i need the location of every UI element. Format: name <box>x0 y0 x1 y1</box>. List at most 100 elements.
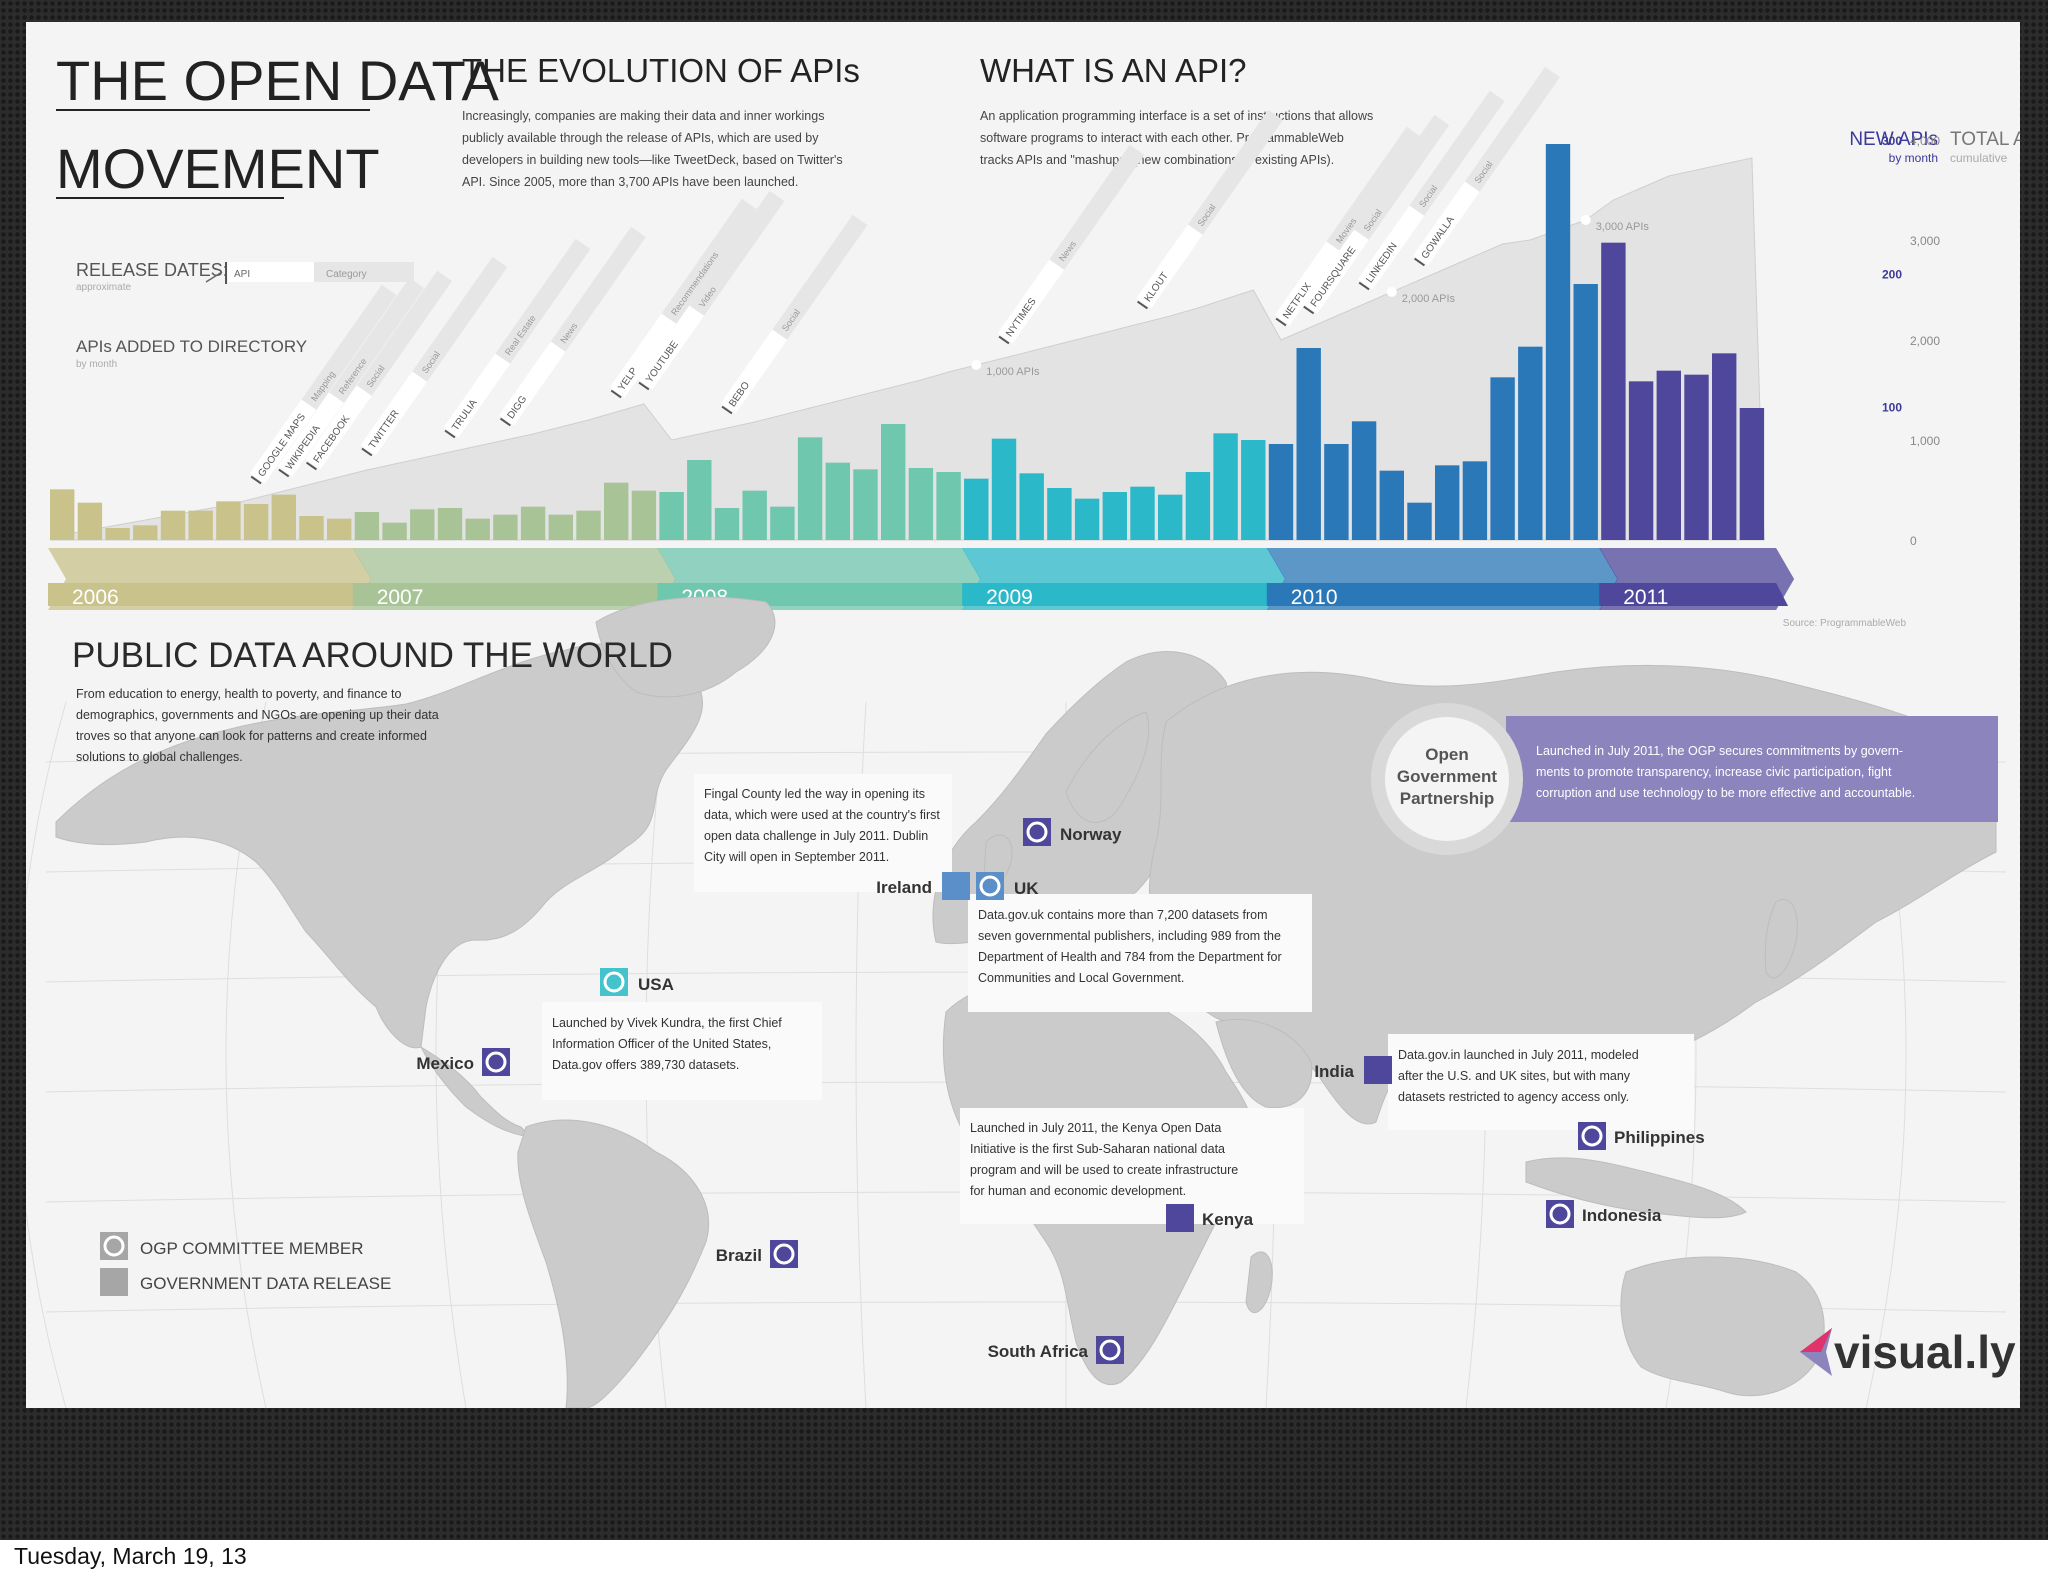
release-tick <box>1137 300 1148 310</box>
bar-2007-15 <box>465 518 490 540</box>
release-legend-category: Category <box>326 269 367 280</box>
country-norway[interactable]: Norway <box>1023 818 1122 846</box>
apis-added-label: APIs ADDED TO DIRECTORY <box>76 337 307 356</box>
world-section: PUBLIC DATA AROUND THE WORLD From educat… <box>26 596 2016 1408</box>
timeline-band-2007 <box>352 583 671 606</box>
timeline-band-2009 <box>962 583 1280 606</box>
header: THE OPEN DATA MOVEMENT THE EVOLUTION OF … <box>56 49 1373 200</box>
release-api-box <box>1274 241 1342 326</box>
new-axis-tick: 200 <box>1882 267 1902 281</box>
total-apis-label: TOTAL APIs <box>1950 129 2020 150</box>
country-label: South Africa <box>988 1342 1089 1361</box>
release-category-box <box>1326 126 1422 252</box>
release-api-box <box>360 371 428 456</box>
country-kenya[interactable]: Kenya <box>1166 1204 1254 1232</box>
release-category-box <box>301 284 397 410</box>
ogp-member-ring <box>1581 1125 1603 1147</box>
ogp-member-ring <box>603 971 625 993</box>
bar-2006-0 <box>50 489 75 540</box>
japan-shape <box>1764 899 1798 979</box>
note-line: Information Officer of the United States… <box>552 1037 771 1051</box>
bar-2007-19 <box>576 510 601 540</box>
bar-2009-33 <box>964 478 989 540</box>
milestone-label: 1,000 APIs <box>986 366 1040 378</box>
bar-2010-51 <box>1462 461 1488 540</box>
greenland-shape <box>595 596 776 698</box>
bar-2011-59 <box>1684 374 1709 540</box>
map-meridian <box>26 701 67 1408</box>
country-philippines[interactable]: Philippines <box>1578 1122 1705 1150</box>
release-api-box <box>609 313 677 398</box>
data-release-marker <box>1166 1204 1194 1232</box>
australia-shape <box>1620 1256 1825 1397</box>
release-category-box <box>356 270 452 396</box>
bar-2010-47 <box>1351 421 1377 540</box>
country-uk[interactable]: UK <box>976 872 1039 900</box>
new-axis-tick: 300 <box>1882 134 1902 148</box>
country-mexico[interactable]: Mexico <box>416 1048 510 1076</box>
note-line: Launched by Vivek Kundra, the first Chie… <box>552 1016 782 1030</box>
country-usa[interactable]: USA <box>600 968 674 996</box>
world-text-line: From education to energy, health to pove… <box>76 687 401 701</box>
release-tick <box>1414 257 1425 267</box>
country-brazil[interactable]: Brazil <box>716 1240 798 1268</box>
bar-2008-27 <box>797 437 823 540</box>
approximate-label: approximate <box>76 282 131 293</box>
bar-2010-54 <box>1545 144 1571 540</box>
country-india[interactable]: India <box>1314 1056 1392 1084</box>
bar-2007-14 <box>437 508 463 540</box>
release-tick <box>361 447 373 457</box>
note-line: Data.gov.uk contains more than 7,200 dat… <box>978 908 1268 922</box>
bar-2011-56 <box>1601 242 1626 540</box>
bar-2006-1 <box>77 502 103 540</box>
cumulative-labels: 1,000 APIs 2,000 APIs 3,000 APIs <box>971 215 1649 378</box>
apis-added-sub: by month <box>76 359 117 370</box>
ogp-badge <box>1385 717 1509 841</box>
country-label: Ireland <box>876 878 932 897</box>
release-api-box <box>1357 205 1425 290</box>
visually-logo[interactable]: visual.ly <box>1800 1326 2016 1378</box>
bar-2011-58 <box>1656 370 1681 540</box>
note-line: Initiative is the first Sub-Saharan nati… <box>970 1142 1225 1156</box>
release-category-box <box>1187 109 1283 235</box>
note-line: Fingal County led the way in opening its <box>704 787 925 801</box>
note-line: data, which were used at the country's f… <box>704 808 940 822</box>
evolution-text-line: API. Since 2005, more than 3,700 APIs ha… <box>462 175 798 189</box>
bar-2007-20 <box>604 482 629 540</box>
country-indonesia[interactable]: Indonesia <box>1546 1200 1662 1228</box>
note-line: datasets restricted to agency access onl… <box>1398 1090 1629 1104</box>
north-america-shape <box>55 643 703 1049</box>
release-api-box <box>277 392 344 477</box>
infographic: THE OPEN DATA MOVEMENT THE EVOLUTION OF … <box>26 22 2020 1408</box>
milestone-label: 3,000 APIs <box>1596 221 1650 233</box>
bar-2011-57 <box>1628 381 1654 540</box>
release-api-box <box>443 353 511 438</box>
bar-2010-53 <box>1518 346 1543 540</box>
country-label: Brazil <box>716 1246 762 1265</box>
release-category-box <box>772 214 868 340</box>
timeline-band-2006 <box>48 583 366 606</box>
what-is-api-text-line: An application programming interface is … <box>980 109 1373 123</box>
release-api-box <box>720 329 788 414</box>
note-line: Department of Health and 784 from the De… <box>978 950 1282 964</box>
ogp-badge-line: Open <box>1425 745 1468 764</box>
bar-2007-18 <box>548 514 573 540</box>
south-america-shape <box>517 1119 710 1408</box>
country-ireland[interactable]: Ireland <box>876 872 970 900</box>
release-legend-api-box <box>228 262 314 282</box>
scandinavia-shape <box>1065 711 1150 823</box>
logo-mark-accent <box>1800 1328 1832 1352</box>
evolution-text-line: developers in building new tools—like Tw… <box>462 153 843 167</box>
year-label: 2010 <box>1291 586 1338 609</box>
note-line: open data challenge in July 2011. Dublin <box>704 829 928 843</box>
bar-2006-5 <box>188 510 213 540</box>
bar-2007-21 <box>631 490 657 540</box>
release-api-box <box>997 259 1065 344</box>
release-api-box <box>1136 224 1203 309</box>
country-south-africa[interactable]: South Africa <box>988 1336 1124 1364</box>
arabia-shape <box>1215 1018 1313 1109</box>
bar-2008-23 <box>687 460 712 540</box>
bar-2011-60 <box>1712 353 1737 540</box>
release-api-box <box>305 385 372 470</box>
